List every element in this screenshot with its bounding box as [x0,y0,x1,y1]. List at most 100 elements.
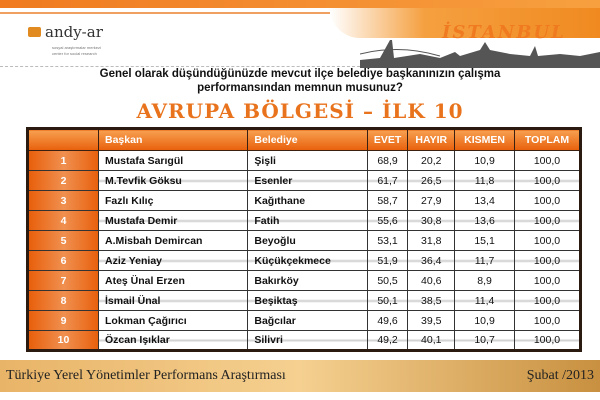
cell-belediye: Beşiktaş [247,290,368,311]
cell-belediye: Şişli [247,150,368,171]
header-hayir: HAYIR [407,128,456,151]
cell-evet: 61,7 [366,170,409,191]
header-baskan: Başkan [97,128,249,151]
header-belediye: Belediye [247,128,368,151]
cell-baskan: M.Tevfik Göksu [97,170,249,191]
cell-hayir: 31,8 [407,230,456,251]
cell-toplam: 100,0 [513,250,582,271]
logo-subtitle-1: sosyal araştırmalar merkezi [52,45,101,50]
cell-toplam: 100,0 [513,290,582,311]
question: Genel olarak düşündüğünüzde mevcut ilçe … [60,67,540,95]
cell-kismen: 8,9 [454,270,515,291]
footer-date: Şubat /2013 [526,368,594,383]
cell-evet: 55,6 [366,210,409,231]
cell-baskan: A.Misbah Demircan [97,230,249,251]
results-table: Başkan Belediye EVET HAYIR KISMEN TOPLAM… [26,127,582,352]
banner-city: İSTANBUL [442,22,566,43]
cell-baskan: Ateş Ünal Erzen [97,270,249,291]
question-line-2: performansından memnun musunuz? [197,82,403,94]
header-evet: EVET [366,128,409,151]
cell-evet: 50,1 [366,290,409,311]
table-row: 1 Mustafa Sarıgül Şişli 68,9 20,2 10,9 100,0 [27,150,582,171]
skyline-icon [360,40,600,68]
cell-belediye: Bağcılar [247,310,368,331]
cell-belediye: Küçükçekmece [247,250,368,271]
cell-baskan: Aziz Yeniay [97,250,249,271]
cell-rank: 10 [27,330,99,351]
cell-baskan: Fazlı Kılıç [97,190,249,211]
cell-kismen: 11,7 [454,250,515,271]
logo-icon [28,27,41,37]
cell-rank: 3 [27,190,99,211]
top-bar [0,0,600,8]
cell-hayir: 30,8 [407,210,456,231]
cell-kismen: 10,9 [454,150,515,171]
cell-evet: 53,1 [366,230,409,251]
cell-belediye: Beyoğlu [247,230,368,251]
cell-baskan: Lokman Çağırıcı [97,310,249,331]
cell-hayir: 27,9 [407,190,456,211]
cell-kismen: 11,8 [454,170,515,191]
header-kismen: KISMEN [454,128,515,151]
cell-kismen: 10,7 [454,330,515,351]
cell-belediye: Fatih [247,210,368,231]
cell-hayir: 38,5 [407,290,456,311]
cell-belediye: Silivri [247,330,368,351]
cell-rank: 4 [27,210,99,231]
table-row: 7 Ateş Ünal Erzen Bakırköy 50,5 40,6 8,9 100,0 [27,270,582,291]
footer-title: Türkiye Yerel Yönetimler Performans Araş… [6,368,286,383]
table-header: Başkan Belediye EVET HAYIR KISMEN TOPLAM [27,128,582,151]
cell-rank: 6 [27,250,99,271]
cell-hayir: 40,1 [407,330,456,351]
cell-hayir: 36,4 [407,250,456,271]
footer: Türkiye Yerel Yönetimler Performans Araş… [0,360,600,392]
cell-kismen: 10,9 [454,310,515,331]
table-row: 3 Fazlı Kılıç Kağıthane 58,7 27,9 13,4 100,0 [27,190,582,211]
cell-rank: 9 [27,310,99,331]
header-rank [27,128,99,151]
cell-baskan: İsmail Ünal [97,290,249,311]
cell-toplam: 100,0 [513,310,582,331]
question-line-1: Genel olarak düşündüğünüzde mevcut ilçe … [99,68,501,80]
table-row: 9 Lokman Çağırıcı Bağcılar 49,6 39,5 10,9 100,… [27,310,582,331]
cell-rank: 1 [27,150,99,171]
cell-toplam: 100,0 [513,210,582,231]
cell-evet: 68,9 [366,150,409,171]
cell-toplam: 100,0 [513,170,582,191]
cell-belediye: Kağıthane [247,190,368,211]
cell-hayir: 20,2 [407,150,456,171]
logo-name: andy-ar [45,23,103,41]
cell-kismen: 13,6 [454,210,515,231]
cell-kismen: 11,4 [454,290,515,311]
cell-hayir: 40,6 [407,270,456,291]
table-row: 8 İsmail Ünal Beşiktaş 50,1 38,5 11,4 100,0 [27,290,582,311]
cell-toplam: 100,0 [513,190,582,211]
cell-rank: 8 [27,290,99,311]
cell-hayir: 39,5 [407,310,456,331]
cell-evet: 50,5 [366,270,409,291]
cell-rank: 2 [27,170,99,191]
table-row: 4 Mustafa Demir Fatih 55,6 30,8 13,6 100,0 [27,210,582,231]
logo-subtitle: sosyal araştırmalar merkezi center for so… [52,45,152,57]
cell-rank: 5 [27,230,99,251]
table-row: 5 A.Misbah Demircan Beyoğlu 53,1 31,8 15,1 100… [27,230,582,251]
cell-toplam: 100,0 [513,230,582,251]
cell-belediye: Esenler [247,170,368,191]
logo: andy-ar [28,22,103,42]
cell-hayir: 26,5 [407,170,456,191]
cell-baskan: Mustafa Sarıgül [97,150,249,171]
table-row: 10 Özcan Işıklar Silivri 49,2 40,1 10,7 100,0 [27,330,582,351]
cell-toplam: 100,0 [513,150,582,171]
logo-subtitle-2: center for social research [52,51,97,56]
table-row: 6 Aziz Yeniay Küçükçekmece 51,9 36,4 11,7 100,… [27,250,582,271]
header-toplam: TOPLAM [513,128,582,151]
cell-baskan: Mustafa Demir [97,210,249,231]
cell-evet: 58,7 [366,190,409,211]
cell-rank: 7 [27,270,99,291]
header-decoration [330,8,600,38]
cell-toplam: 100,0 [513,330,582,351]
cell-evet: 49,6 [366,310,409,331]
cell-kismen: 15,1 [454,230,515,251]
divider [0,12,330,14]
cell-baskan: Özcan Işıklar [97,330,249,351]
